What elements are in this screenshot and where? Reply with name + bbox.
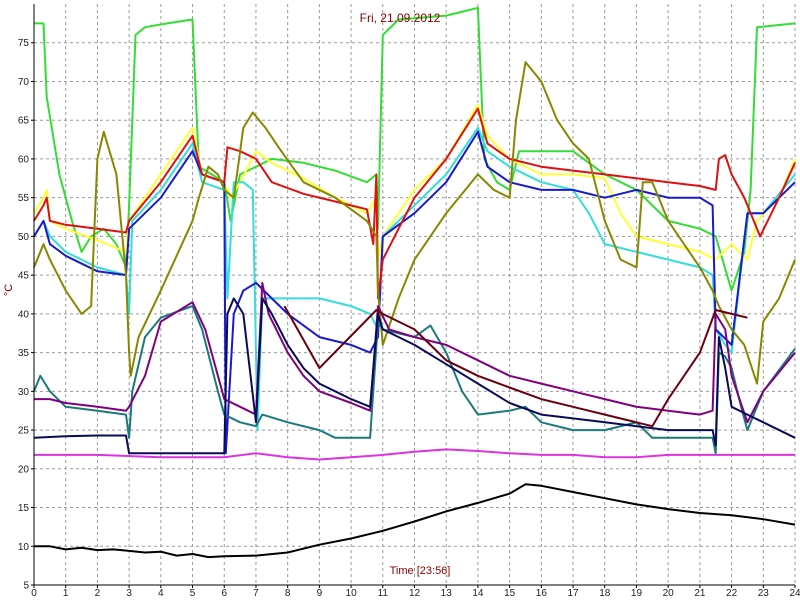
x-tick-label-20: 20 — [663, 588, 675, 599]
x-tick-label-3: 3 — [126, 588, 132, 599]
x-tick-label-18: 18 — [599, 588, 611, 599]
y-tick-label-5: 30 — [18, 387, 30, 398]
x-tick-label-8: 8 — [285, 588, 291, 599]
y-tick-label-0: 5 — [23, 581, 29, 592]
grid — [33, 4, 796, 586]
series-line-10 — [34, 448, 795, 461]
y-axis-title: °C — [3, 284, 15, 296]
x-tick-label-1: 1 — [63, 588, 69, 599]
x-tick-label-24: 24 — [789, 588, 800, 599]
y-tick-label-13: 70 — [18, 77, 30, 88]
x-tick-label-13: 13 — [441, 588, 453, 599]
x-tick-label-15: 15 — [504, 588, 516, 599]
y-tick-label-6: 35 — [18, 348, 30, 359]
x-tick-label-5: 5 — [190, 588, 196, 599]
y-axis-ticks: 5 10 15 20 25 30 35 40 45 50 55 60 65 70 75 — [18, 38, 34, 592]
chart-title: Fri, 21.09.2012 — [360, 11, 441, 25]
y-tick-label-11: 60 — [18, 154, 30, 165]
y-tick-label-4: 25 — [18, 426, 30, 437]
y-tick-label-9: 50 — [18, 232, 30, 243]
x-tick-label-11: 11 — [378, 588, 389, 599]
x-tick-label-21: 21 — [694, 588, 706, 599]
x-tick-label-16: 16 — [536, 588, 548, 599]
x-tick-label-4: 4 — [158, 588, 164, 599]
x-tick-label-14: 14 — [472, 588, 484, 599]
series-line-8 — [33, 297, 796, 455]
series-line-5 — [33, 61, 796, 385]
series-line-3 — [33, 130, 796, 455]
x-tick-label-7: 7 — [253, 588, 259, 599]
x-tick-label-12: 12 — [409, 588, 421, 599]
series-line-11 — [34, 483, 796, 559]
series-layer — [33, 6, 796, 559]
y-tick-label-7: 40 — [18, 309, 30, 320]
x-tick-label-22: 22 — [726, 588, 738, 599]
x-tick-label-17: 17 — [567, 588, 579, 599]
series-line-2 — [33, 126, 796, 432]
y-tick-label-8: 45 — [18, 271, 30, 282]
series-line-0 — [34, 6, 796, 292]
x-tick-label-9: 9 — [317, 588, 323, 599]
series-line-7 — [34, 281, 796, 424]
x-axis-title: Time [23:56] — [390, 565, 451, 577]
y-tick-label-2: 15 — [18, 503, 30, 514]
y-tick-label-10: 55 — [18, 193, 30, 204]
y-tick-label-3: 20 — [18, 464, 30, 475]
x-tick-label-23: 23 — [758, 588, 770, 599]
x-tick-label-0: 0 — [31, 588, 37, 599]
x-axis-ticks: 0 1 2 3 4 5 6 7 8 9 10 11 12 13 14 15 16 17 18 19 20 21 22 23 24 — [31, 585, 800, 599]
y-tick-label-14: 75 — [18, 38, 30, 49]
y-tick-label-1: 10 — [18, 542, 30, 553]
x-tick-label-2: 2 — [95, 588, 101, 599]
x-tick-label-6: 6 — [221, 588, 227, 599]
y-tick-label-12: 65 — [18, 116, 30, 127]
x-tick-label-19: 19 — [631, 588, 643, 599]
series-line-9 — [283, 305, 748, 428]
x-tick-label-10: 10 — [346, 588, 358, 599]
